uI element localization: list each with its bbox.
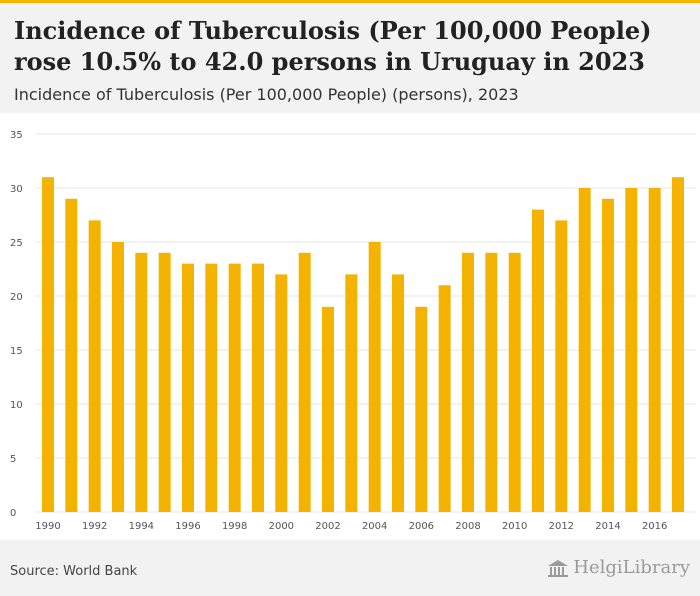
y-tick-label: 35 <box>10 130 23 141</box>
bar-1998[interactable] <box>228 263 241 512</box>
brand-name: HelgiLibrary <box>573 557 690 578</box>
bar-2014[interactable] <box>602 198 614 513</box>
bar-1999[interactable] <box>252 263 264 512</box>
x-tick-label: 2004 <box>362 521 387 532</box>
x-tick-label: 2006 <box>409 521 434 532</box>
bar-2017[interactable] <box>672 177 684 512</box>
bar-2000[interactable] <box>275 274 288 512</box>
bar-2006[interactable] <box>415 306 428 512</box>
bar-2007[interactable] <box>438 285 451 512</box>
bar-1991[interactable] <box>65 198 78 513</box>
bar-2001[interactable] <box>298 252 311 513</box>
y-tick-label: 0 <box>10 508 16 519</box>
x-tick-label: 2008 <box>455 521 480 532</box>
bar-2008[interactable] <box>462 252 474 513</box>
x-tick-label: 1990 <box>35 521 60 532</box>
bar-1995[interactable] <box>158 252 171 513</box>
x-tick-label: 2014 <box>595 521 620 532</box>
bar-2012[interactable] <box>555 220 568 512</box>
x-tick-label: 1994 <box>129 521 154 532</box>
x-tick-label: 1992 <box>82 521 107 532</box>
y-tick-label: 30 <box>10 184 23 195</box>
y-tick-label: 15 <box>10 346 23 357</box>
x-tick-label: 2012 <box>549 521 574 532</box>
chart-subtitle: Incidence of Tuberculosis (Per 100,000 P… <box>14 85 519 104</box>
chart-area: 0 5 10 15 20 25 30 35 1990 1992 1994 1996 1998 2000 20… <box>0 113 700 540</box>
y-tick-label: 10 <box>10 400 23 411</box>
bar-1993[interactable] <box>112 242 124 512</box>
bar-2009[interactable] <box>485 252 498 513</box>
x-tick-label: 2002 <box>315 521 340 532</box>
bar-2004[interactable] <box>368 242 381 512</box>
y-tick-label: 20 <box>10 292 23 303</box>
y-tick-label: 5 <box>10 454 16 465</box>
y-tick-label: 25 <box>10 238 23 249</box>
bar-2002[interactable] <box>322 306 334 512</box>
library-building-icon <box>548 559 569 577</box>
x-tick-label: 1998 <box>222 521 247 532</box>
bar-1994[interactable] <box>135 252 148 513</box>
header-panel: Incidence of Tuberculosis (Per 100,000 P… <box>0 0 700 113</box>
bar-1997[interactable] <box>205 263 218 512</box>
bar-1992[interactable] <box>88 220 101 512</box>
bar-2016[interactable] <box>648 188 661 512</box>
bar-chart: 0 5 10 15 20 25 30 35 1990 1992 1994 1996 1998 2000 20… <box>10 130 696 532</box>
x-tick-label: 2000 <box>269 521 294 532</box>
brand-logo[interactable]: HelgiLibrary <box>547 557 690 578</box>
bar-2011[interactable] <box>532 209 544 512</box>
bar-1996[interactable] <box>182 263 194 512</box>
source-note: Source: World Bank <box>10 564 138 579</box>
x-tick-label: 1996 <box>175 521 200 532</box>
bar-1990[interactable] <box>42 177 54 512</box>
page-title: Incidence of Tuberculosis (Per 100,000 P… <box>14 16 652 76</box>
footer: Source: World Bank HelgiLibrary <box>0 540 700 596</box>
bar-2003[interactable] <box>345 274 358 512</box>
bar-2015[interactable] <box>625 188 638 512</box>
bar-2010[interactable] <box>508 252 521 513</box>
x-tick-label: 2010 <box>502 521 527 532</box>
bar-2013[interactable] <box>578 188 591 512</box>
bar-2005[interactable] <box>392 274 404 512</box>
x-tick-label: 2016 <box>642 521 667 532</box>
